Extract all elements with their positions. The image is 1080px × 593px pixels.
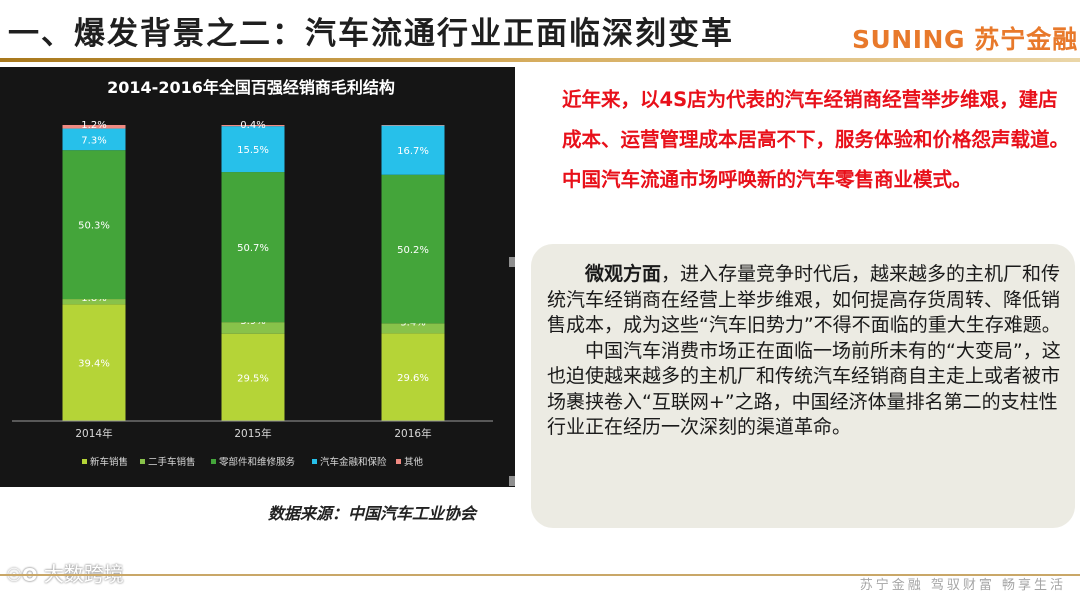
chart-resize-handle-right-top [509,257,515,267]
legend-swatch-3 [211,459,216,464]
legend-swatch-5 [396,459,401,464]
micro-lead: 微观方面 [585,263,662,285]
data-label-1-1: 39.4% [78,359,110,370]
x-tick-label-3: 2016年 [394,427,431,440]
bar-segment-5-1 [62,125,126,129]
x-tick-label-2: 2015年 [234,427,271,440]
bar-segment-5-3 [381,125,445,126]
bar-segment-1-3 [381,333,445,421]
bar-segment-3-3 [381,174,445,324]
bar-segment-3-2 [221,172,285,323]
x-axis-ticks: 2014年 2015年 2016年 [75,427,431,440]
watermark: ☉𝗢 大数跨境 [6,558,124,587]
data-label-3-2: 50.7% [237,243,269,254]
footer-tagline: 苏宁金融 驾驭财富 畅享生活 [859,578,1066,593]
data-label-1-2: 29.5% [237,373,269,384]
bar-segment-4-1 [62,128,126,151]
legend-swatch-2 [140,459,145,464]
chart-resize-handle-right-bottom [509,476,515,486]
data-label-1-3: 29.6% [397,373,429,384]
legend-swatch-1 [82,459,87,464]
chart-panel: 2014-2016年全国百强经销商毛利结构 39.4%1.8%50.3%7.3%… [0,67,515,487]
chart-bars: 39.4%1.8%50.3%7.3%1.2%29.5%3.9%50.7%15.5… [62,120,445,421]
data-source-note: 数据来源：中国汽车工业协会 [268,504,477,523]
page-title: 一、爆发背景之二：汽车流通行业正面临深刻变革 [8,16,734,52]
bar-segment-5-2 [221,125,285,127]
data-label-3-1: 50.3% [78,221,110,232]
legend-item-4: 汽车金融和保险 [312,456,387,468]
bar-segment-1-2 [221,333,285,421]
legend-item-2: 二手车销售 [140,456,196,468]
chart-legend: 新车销售 二手车销售 零部件和维修服务 汽车金融和保险 其他 [82,456,424,468]
data-label-4-3: 16.7% [397,146,429,157]
data-label-5-1: 1.2% [81,120,106,131]
micro-paragraph-1: 微观方面，进入存量竞争时代后，越来越多的主机厂和传统汽车经销商在经营上举步维艰，… [547,262,1063,339]
legend-label-2: 二手车销售 [148,456,196,468]
legend-label-5: 其他 [404,456,424,468]
stacked-bar-chart: 2014-2016年全国百强经销商毛利结构 39.4%1.8%50.3%7.3%… [12,78,493,468]
bar-segment-3-1 [62,150,126,300]
bar-segment-4-3 [381,125,445,175]
chart-title: 2014-2016年全国百强经销商毛利结构 [107,78,395,97]
brand-name-en: SUNING [852,25,965,54]
x-tick-label-1: 2014年 [75,427,112,440]
legend-label-3: 零部件和维修服务 [219,456,296,468]
bar-segment-2-3 [381,323,445,334]
intro-text: 近年来，以4S店为代表的汽车经销商经营举步维艰，建店成本、运营管理成本居高不下，… [562,88,1070,191]
footer-divider [0,574,1080,576]
bar-segment-1-1 [62,304,126,421]
legend-swatch-4 [312,459,317,464]
micro-paragraph-2: 中国汽车消费市场正在面临一场前所未有的“大变局”，这也迫使越来越多的主机厂和传统… [547,339,1061,439]
legend-label-4: 汽车金融和保险 [320,456,387,468]
bar-segment-4-2 [221,126,285,173]
brand-name-cn: 苏宁金融 [974,25,1079,54]
micro-paragraph-1-body: ，进入存量竞争时代后，越来越多的主机厂和传统汽车经销商在经营上举步维艰，如何提高… [547,263,1061,336]
data-label-5-2: 0.4% [240,120,265,131]
legend-label-1: 新车销售 [90,456,128,468]
data-label-4-1: 7.3% [81,135,106,146]
micro-text: 微观方面，进入存量竞争时代后，越来越多的主机厂和传统汽车经销商在经营上举步维艰，… [547,262,1063,441]
data-label-4-2: 15.5% [237,145,269,156]
legend-item-5: 其他 [396,456,424,468]
legend-item-3: 零部件和维修服务 [211,456,296,468]
bar-segment-2-1 [62,299,126,305]
bar-segment-2-2 [221,322,285,334]
legend-item-1: 新车销售 [82,456,128,468]
header-divider [0,58,1080,62]
micro-panel [531,244,1075,528]
brand-logo: SUNING 苏宁金融 [852,20,1077,56]
data-label-3-3: 50.2% [397,245,429,256]
